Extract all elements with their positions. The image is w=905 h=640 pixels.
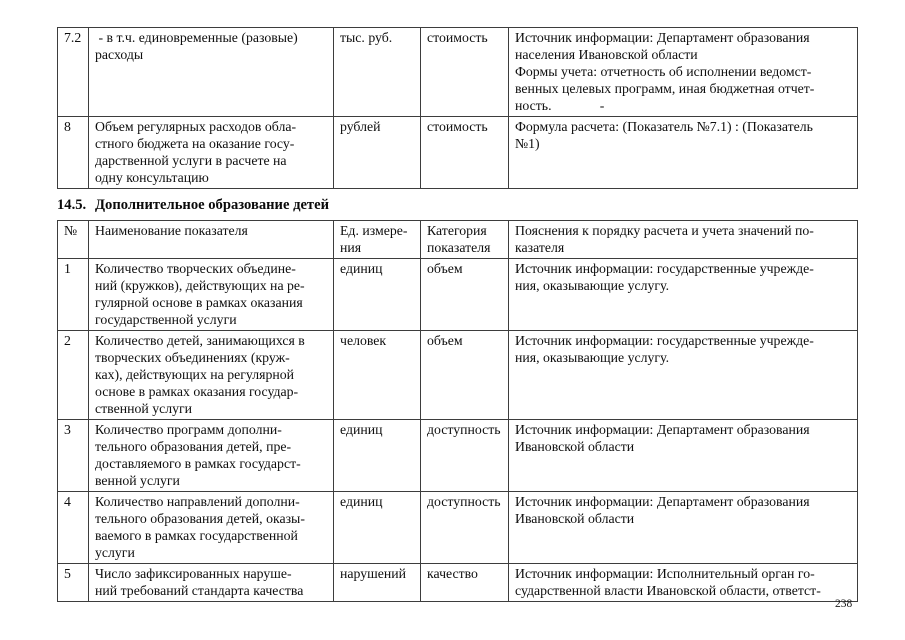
category-cell: стоимость bbox=[420, 27, 509, 117]
header-category-cell: Категория показателя bbox=[420, 220, 509, 259]
note-cell: Формула расчета: (Показатель №7.1) : (По… bbox=[508, 116, 858, 189]
note-cell: Источник информации: Департамент образов… bbox=[508, 27, 858, 117]
category-cell: доступность bbox=[420, 419, 509, 492]
note-cell: Источник информации: Департамент образов… bbox=[508, 491, 858, 564]
section-heading: 14.5. Дополнительное образование детей bbox=[57, 196, 857, 214]
header-number-cell: № bbox=[57, 220, 89, 259]
row-number-cell: 4 bbox=[57, 491, 89, 564]
header-unit-cell: Ед. измере- ния bbox=[333, 220, 421, 259]
unit-cell: человек bbox=[333, 330, 421, 420]
table-row: 7.2 - в т.ч. единовременные (разовые) ра… bbox=[57, 27, 858, 117]
indicators-table-top: 7.2 - в т.ч. единовременные (разовые) ра… bbox=[57, 27, 858, 189]
note-cell: Источник информации: государственные учр… bbox=[508, 258, 858, 331]
category-cell: объем bbox=[420, 330, 509, 420]
category-cell: доступность bbox=[420, 491, 509, 564]
table-row: 4 Количество направлений дополни- тельно… bbox=[57, 491, 858, 564]
document-content: 7.2 - в т.ч. единовременные (разовые) ра… bbox=[57, 27, 858, 602]
row-number-cell: 7.2 bbox=[57, 27, 89, 117]
indicator-name-cell: Количество творческих объедине- ний (кру… bbox=[88, 258, 334, 331]
row-number-cell: 1 bbox=[57, 258, 89, 331]
indicator-name-cell: Количество направлений дополни- тельного… bbox=[88, 491, 334, 564]
row-number-cell: 5 bbox=[57, 563, 89, 602]
indicator-name-cell: Количество детей, занимающихся в творчес… bbox=[88, 330, 334, 420]
unit-cell: нарушений bbox=[333, 563, 421, 602]
unit-cell: рублей bbox=[333, 116, 421, 189]
category-cell: качество bbox=[420, 563, 509, 602]
unit-cell: единиц bbox=[333, 258, 421, 331]
table-row: 1 Количество творческих объедине- ний (к… bbox=[57, 258, 858, 331]
table-header-row: № Наименование показателя Ед. измере- ни… bbox=[57, 220, 858, 259]
table-row: 2 Количество детей, занимающихся в творч… bbox=[57, 330, 858, 420]
indicators-table-children: № Наименование показателя Ед. измере- ни… bbox=[57, 220, 858, 602]
row-number-cell: 3 bbox=[57, 419, 89, 492]
header-note-cell: Пояснения к порядку расчета и учета знач… bbox=[508, 220, 858, 259]
unit-cell: единиц bbox=[333, 491, 421, 564]
unit-cell: тыс. руб. bbox=[333, 27, 421, 117]
indicator-name-cell: Число зафиксированных наруше- ний требов… bbox=[88, 563, 334, 602]
row-number-cell: 8 bbox=[57, 116, 89, 189]
indicator-name-cell: - в т.ч. единовременные (разовые) расход… bbox=[88, 27, 334, 117]
note-cell: Источник информации: Департамент образов… bbox=[508, 419, 858, 492]
table-row: 8 Объем регулярных расходов обла- стного… bbox=[57, 116, 858, 189]
table-row: 5 Число зафиксированных наруше- ний треб… bbox=[57, 563, 858, 602]
section-number: 14.5. bbox=[57, 197, 87, 213]
page-number: 238 bbox=[835, 598, 853, 610]
category-cell: стоимость bbox=[420, 116, 509, 189]
table-row: 3 Количество программ дополни- тельного … bbox=[57, 419, 858, 492]
section-title: Дополнительное образование детей bbox=[95, 197, 329, 213]
note-cell: Источник информации: государственные учр… bbox=[508, 330, 858, 420]
note-cell: Источник информации: Исполнительный орга… bbox=[508, 563, 858, 602]
indicator-name-cell: Количество программ дополни- тельного об… bbox=[88, 419, 334, 492]
indicator-name-cell: Объем регулярных расходов обла- стного б… bbox=[88, 116, 334, 189]
row-number-cell: 2 bbox=[57, 330, 89, 420]
unit-cell: единиц bbox=[333, 419, 421, 492]
header-name-cell: Наименование показателя bbox=[88, 220, 334, 259]
category-cell: объем bbox=[420, 258, 509, 331]
